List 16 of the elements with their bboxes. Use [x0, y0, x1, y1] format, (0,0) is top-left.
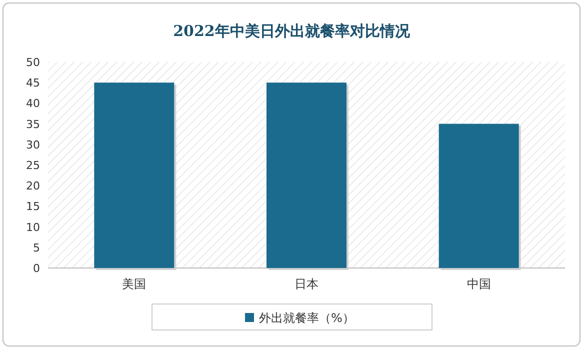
y-tick-label: 45: [26, 76, 40, 90]
x-tick-label: 美国: [122, 277, 146, 291]
y-tick-label: 30: [26, 138, 40, 152]
y-tick-label: 35: [26, 118, 40, 131]
y-tick-label: 10: [26, 220, 40, 234]
chart-title: 2022年中美日外出就餐率对比情况: [173, 22, 411, 40]
legend-label: 外出就餐率（%）: [259, 311, 354, 325]
x-tick-label: 中国: [466, 277, 491, 291]
y-tick-label: 50: [26, 56, 40, 69]
y-tick-label: 0: [33, 262, 40, 275]
y-tick-label: 40: [26, 97, 40, 110]
y-tick-label: 20: [26, 180, 40, 193]
y-tick-label: 15: [26, 200, 40, 214]
y-tick-label: 5: [33, 241, 40, 254]
x-tick-label: 日本: [294, 277, 318, 291]
y-tick-label: 25: [26, 159, 40, 172]
